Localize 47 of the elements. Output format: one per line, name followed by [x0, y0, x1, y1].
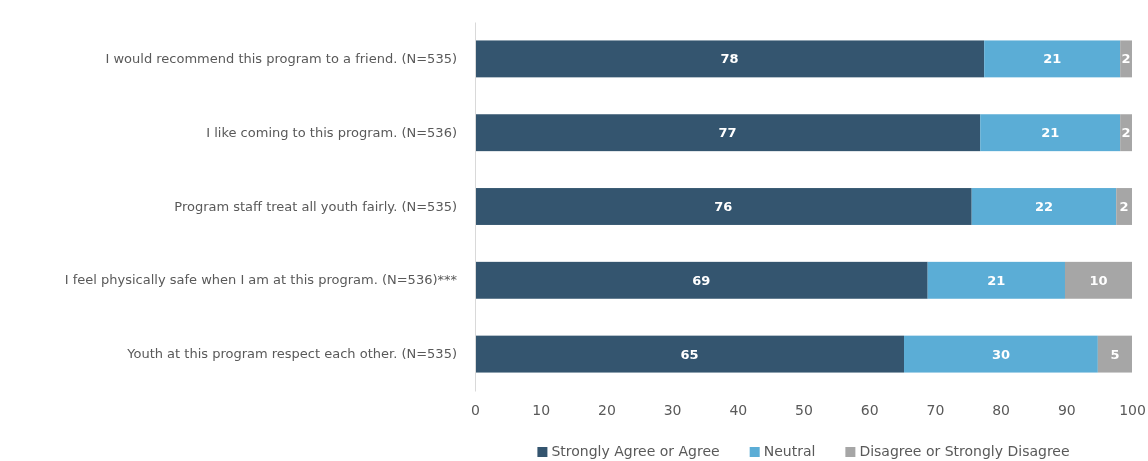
bar [971, 188, 1117, 225]
x-tick-label: 30 [663, 401, 682, 418]
bar [475, 261, 928, 299]
data-label: 65 [680, 346, 699, 362]
legend-label: Strongly Agree or Agree [551, 443, 720, 459]
data-label: 69 [692, 272, 711, 288]
data-label: 10 [1089, 272, 1108, 288]
data-label: 21 [987, 272, 1006, 288]
bar [475, 114, 981, 152]
bar [475, 335, 905, 373]
legend-label: Disagree or Strongly Disagree [859, 443, 1070, 459]
data-label: 30 [991, 346, 1010, 362]
y-tick-label: Program staff treat all youth fairly. (N=535) [174, 198, 457, 214]
data-label: 5 [1110, 346, 1120, 362]
x-tick-label: 100 [1119, 401, 1146, 418]
y-tick-label: Youth at this program respect each other. (N=535) [126, 346, 457, 362]
x-tick-label: 20 [597, 401, 616, 418]
bar [980, 114, 1121, 152]
data-label: 76 [714, 199, 733, 215]
bar [1097, 335, 1132, 373]
bar [1064, 261, 1132, 299]
x-tick-label: 0 [471, 401, 480, 418]
data-label: 77 [718, 125, 737, 141]
bar [904, 335, 1098, 373]
y-tick-label: I would recommend this program to a friend. (N=535) [105, 51, 457, 67]
data-label: 2 [1119, 199, 1129, 215]
y-tick-label: I feel physically safe when I am at this program. (N=536)*** [64, 272, 458, 288]
bar [475, 40, 985, 78]
x-tick-label: 90 [1057, 401, 1076, 418]
bar [1116, 188, 1132, 225]
data-label: 21 [1041, 125, 1060, 141]
bar [475, 188, 972, 225]
data-label: 2 [1121, 125, 1131, 141]
legend-label: Neutral [763, 443, 816, 459]
x-tick-label: 70 [926, 401, 945, 418]
x-tick-label: 60 [860, 401, 879, 418]
data-label: 22 [1034, 199, 1054, 215]
x-tick-label: 80 [992, 401, 1011, 418]
x-tick-label: 40 [729, 401, 748, 418]
x-tick-label: 50 [795, 401, 813, 418]
data-label: 21 [1043, 51, 1062, 67]
bar [984, 40, 1121, 78]
data-label: 2 [1121, 51, 1131, 67]
x-tick-label: 10 [532, 401, 551, 418]
bar [927, 261, 1065, 299]
y-tick-label: I like coming to this program. (N=536) [206, 124, 457, 140]
data-label: 78 [720, 51, 739, 67]
